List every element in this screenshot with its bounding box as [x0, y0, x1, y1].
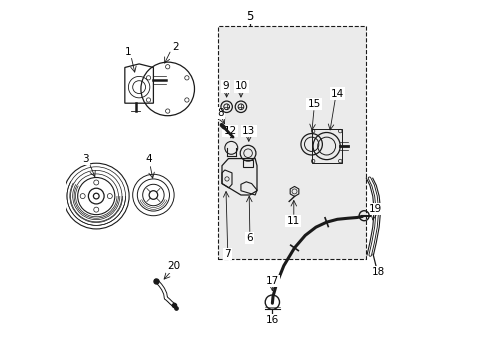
- Text: 2: 2: [172, 42, 179, 52]
- Text: 15: 15: [307, 99, 320, 109]
- Bar: [217, 26, 365, 258]
- Text: 13: 13: [242, 126, 255, 136]
- Text: 17: 17: [265, 276, 279, 286]
- Text: 19: 19: [368, 204, 381, 214]
- Text: 10: 10: [235, 81, 248, 91]
- Text: 9: 9: [222, 81, 228, 91]
- Text: 6: 6: [246, 233, 253, 243]
- Text: 12: 12: [223, 126, 236, 136]
- Text: 18: 18: [371, 267, 384, 277]
- Text: 4: 4: [145, 154, 152, 164]
- Text: 14: 14: [330, 89, 343, 99]
- Text: 5: 5: [245, 10, 253, 23]
- Text: 20: 20: [167, 261, 180, 271]
- Bar: [311, 129, 341, 163]
- Text: 3: 3: [82, 154, 89, 163]
- Text: 11: 11: [286, 216, 299, 226]
- Text: 16: 16: [265, 315, 279, 325]
- Text: 1: 1: [125, 47, 131, 57]
- Bar: [242, 160, 253, 167]
- Text: 7: 7: [224, 249, 230, 259]
- Text: 8: 8: [217, 108, 223, 118]
